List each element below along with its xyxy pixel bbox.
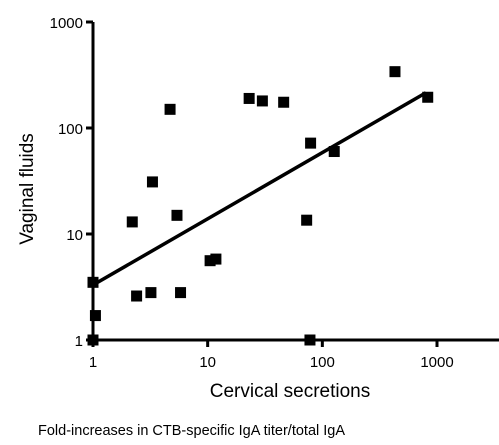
data-point [145, 287, 157, 299]
data-point [328, 146, 340, 158]
data-point [422, 91, 434, 103]
x-tick-label: 1000 [420, 354, 453, 371]
ticks: 1 10 100 1000 1 10 100 1000 [50, 15, 454, 371]
x-tick-label: 100 [310, 354, 335, 371]
x-axis-title: Cervical secretions [210, 381, 371, 402]
data-point [89, 310, 101, 322]
y-tick-label: 1000 [50, 15, 83, 32]
data-point [146, 176, 158, 188]
data-point [304, 334, 316, 346]
data-point [389, 66, 401, 78]
data-point [278, 96, 290, 108]
data-point [301, 214, 313, 226]
y-tick-label: 10 [66, 227, 83, 244]
data-point [171, 209, 183, 221]
data-point [131, 290, 143, 302]
data-point [164, 103, 176, 115]
chart-caption: Fold-increases in CTB-specific IgA titer… [38, 423, 345, 439]
y-axis-title: Vaginal fluids [17, 133, 38, 245]
data-point [243, 92, 255, 104]
regression-line [92, 91, 427, 287]
x-tick-label: 1 [89, 354, 97, 371]
data-point [87, 276, 99, 288]
data-point [256, 95, 268, 107]
x-tick-label: 10 [199, 354, 216, 371]
y-tick-label: 100 [58, 121, 83, 138]
data-point [175, 287, 187, 299]
data-point [87, 334, 99, 346]
y-tick-label: 1 [75, 333, 83, 350]
data-point [210, 253, 222, 265]
data-point [204, 255, 216, 267]
data-point [305, 137, 317, 149]
fit-line-group [92, 91, 427, 287]
data-point [126, 216, 138, 228]
data-points [87, 66, 434, 346]
